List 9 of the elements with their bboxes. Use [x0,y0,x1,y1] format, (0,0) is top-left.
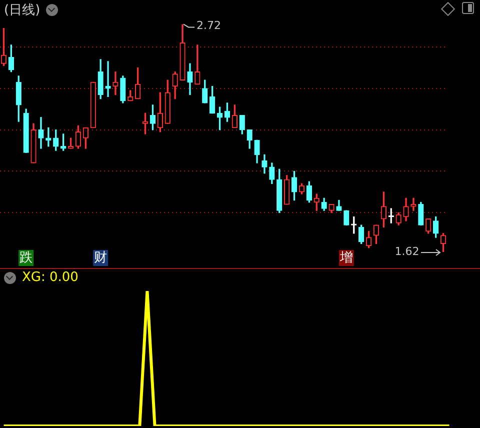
annotation: 增 [338,250,353,266]
candlestick [410,198,416,211]
chart-title: XG: 0.00 [22,270,78,285]
candlestick [112,72,118,95]
annotation: 2.72 [196,19,222,32]
annotation: 1.62 [394,244,420,258]
chart-title: (日线) [4,2,40,19]
annotation: 跌 [20,250,33,266]
annotation: 财 [94,250,108,266]
